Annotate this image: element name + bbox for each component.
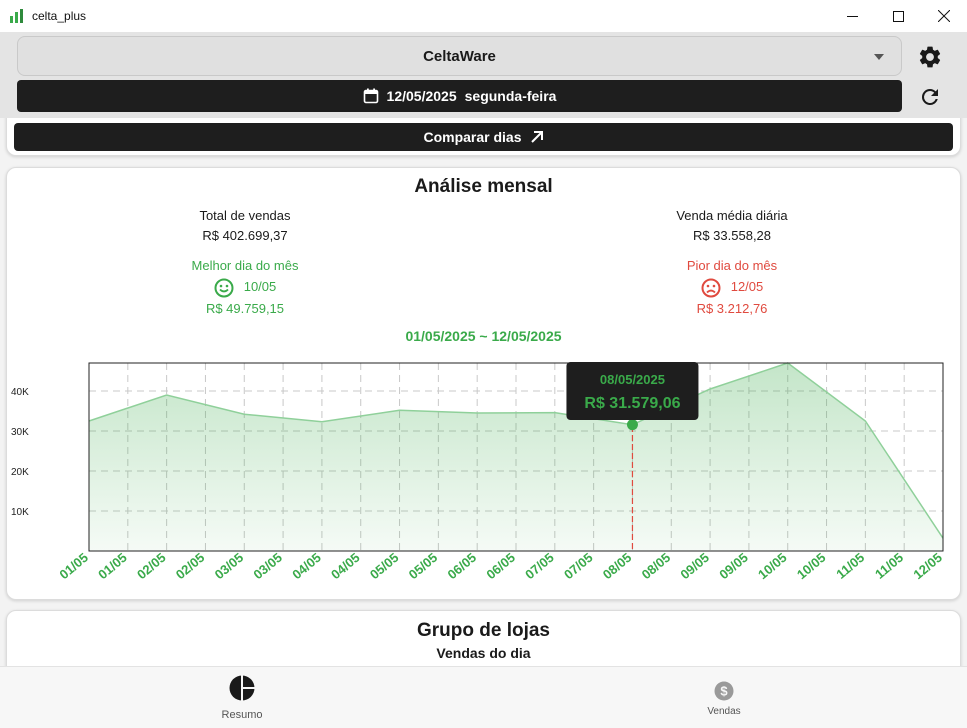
x-tick-label: 04/05 xyxy=(289,550,324,582)
calendar-icon xyxy=(363,88,378,104)
compare-card: Comparar dias xyxy=(6,118,961,156)
window-controls xyxy=(829,0,967,32)
tooltip-date: 08/05/2025 xyxy=(600,372,665,387)
x-tick-label: 09/05 xyxy=(716,550,751,582)
x-tick-label: 11/05 xyxy=(872,550,906,582)
close-icon xyxy=(938,10,950,22)
tooltip-box xyxy=(566,362,699,420)
compare-days-label: Comparar dias xyxy=(423,129,522,145)
selected-weekday: segunda-feira xyxy=(464,88,557,104)
chevron-down-icon xyxy=(874,54,884,60)
compare-days-button[interactable]: Comparar dias xyxy=(14,123,953,151)
y-tick-label: 30K xyxy=(11,427,29,438)
minimize-icon xyxy=(846,15,858,17)
dollar-icon: $ xyxy=(714,681,734,701)
maximize-icon xyxy=(892,10,904,22)
title-bar: celta_plus xyxy=(0,0,967,32)
store-dropdown[interactable]: CeltaWare xyxy=(17,36,902,76)
data-point xyxy=(242,412,246,416)
x-tick-label: 01/05 xyxy=(56,550,91,582)
best-day-value: R$ 49.759,15 xyxy=(205,300,285,316)
monthly-analysis-card: Análise mensal Total de vendas R$ 402.69… xyxy=(6,167,961,600)
close-button[interactable] xyxy=(921,0,967,32)
x-tick-label: 09/05 xyxy=(677,550,712,582)
app-header: CeltaWare 12/05/2025 segunda-feira xyxy=(0,32,967,118)
bottom-navigation: Resumo $ Vendas xyxy=(0,666,967,728)
data-point xyxy=(475,411,479,415)
y-tick-label: 20K xyxy=(11,467,29,478)
content-area[interactable]: Comparar dias Análise mensal Total de ve… xyxy=(0,118,967,666)
refresh-icon[interactable] xyxy=(918,85,942,109)
average-sales: Venda média diária R$ 33.558,28 xyxy=(582,206,882,246)
worst-day-date: 12/05 xyxy=(730,279,764,294)
x-tick-label: 06/05 xyxy=(445,550,480,582)
data-point xyxy=(320,420,324,424)
x-tick-label: 10/05 xyxy=(755,550,790,582)
date-picker-button[interactable]: 12/05/2025 segunda-feira xyxy=(17,80,902,112)
sales-line xyxy=(88,362,944,539)
average-sales-value: R$ 33.558,28 xyxy=(692,228,772,243)
smile-icon xyxy=(214,278,234,298)
nav-resumo[interactable]: Resumo xyxy=(182,675,302,721)
x-tick-label: 07/05 xyxy=(522,550,557,582)
pie-chart-icon xyxy=(229,675,255,701)
x-tick-label: 03/05 xyxy=(212,550,247,582)
data-point xyxy=(553,411,557,415)
total-sales: Total de vendas R$ 402.699,37 xyxy=(95,206,395,246)
arrow-up-right-icon xyxy=(530,131,543,143)
x-tick-label: 04/05 xyxy=(328,550,363,582)
worst-day: Pior dia do mês 12/05 R$ 3.212,76 xyxy=(582,255,882,319)
total-sales-label: Total de vendas xyxy=(199,208,291,223)
data-point xyxy=(708,387,712,391)
date-range: 01/05/2025 ~ 12/05/2025 xyxy=(405,328,562,344)
store-group-card: Grupo de lojas Vendas do dia xyxy=(6,610,961,666)
sad-face-icon xyxy=(701,278,721,298)
x-tick-label: 06/05 xyxy=(483,550,518,582)
x-tick-label: 08/05 xyxy=(639,550,674,582)
x-tick-label: 02/05 xyxy=(173,550,208,582)
tooltip-point xyxy=(626,419,638,431)
selected-date: 12/05/2025 xyxy=(386,88,457,104)
x-tick-label: 11/05 xyxy=(833,550,867,582)
store-group-title: Grupo de lojas xyxy=(416,620,551,641)
gear-icon[interactable] xyxy=(917,44,943,70)
data-point xyxy=(863,419,867,423)
nav-resumo-label: Resumo xyxy=(221,709,263,721)
y-tick-label: 40K xyxy=(11,387,29,398)
worst-day-value: R$ 3.212,76 xyxy=(696,300,768,316)
tooltip-value: R$ 31.579,06 xyxy=(584,395,680,412)
x-tick-label: 03/05 xyxy=(250,550,285,582)
best-day-label: Melhor dia do mês xyxy=(191,258,299,273)
data-point xyxy=(165,393,169,397)
best-day-date: 10/05 xyxy=(243,279,277,294)
x-tick-label: 10/05 xyxy=(794,550,829,582)
svg-text:$: $ xyxy=(720,684,728,699)
x-tick-label: 01/05 xyxy=(95,550,130,582)
monthly-analysis-title: Análise mensal xyxy=(414,176,553,197)
minimize-button[interactable] xyxy=(829,0,875,32)
maximize-button[interactable] xyxy=(875,0,921,32)
worst-day-label: Pior dia do mês xyxy=(686,258,778,273)
nav-vendas[interactable]: $ Vendas xyxy=(664,681,784,717)
store-group-subtitle: Vendas do dia xyxy=(436,645,531,661)
app-logo-icon xyxy=(10,9,23,23)
plot-frame xyxy=(88,362,944,552)
average-sales-label: Venda média diária xyxy=(676,208,788,223)
data-point xyxy=(398,408,402,412)
x-tick-label: 02/05 xyxy=(134,550,169,582)
store-dropdown-value: CeltaWare xyxy=(423,47,496,65)
x-tick-label: 08/05 xyxy=(600,550,635,582)
x-tick-label: 07/05 xyxy=(561,550,596,582)
y-tick-label: 10K xyxy=(11,507,29,518)
window-title: celta_plus xyxy=(32,9,87,23)
nav-vendas-label: Vendas xyxy=(707,706,741,717)
total-sales-value: R$ 402.699,37 xyxy=(202,228,288,243)
best-day: Melhor dia do mês 10/05 R$ 49.759,15 xyxy=(95,255,395,319)
sales-area xyxy=(89,363,943,551)
x-tick-label: 05/05 xyxy=(367,550,402,582)
x-tick-label: 05/05 xyxy=(406,550,441,582)
x-tick-label: 12/05 xyxy=(910,550,945,582)
